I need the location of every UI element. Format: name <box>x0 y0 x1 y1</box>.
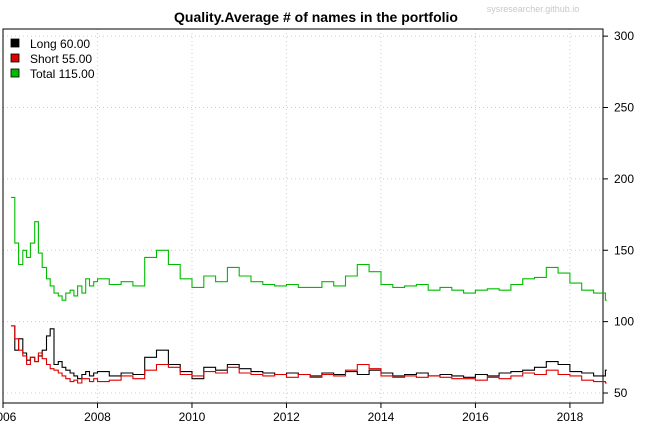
legend-swatch-long <box>10 38 20 48</box>
y-tick-label: 50 <box>614 386 628 400</box>
legend-label-total: Total 115.00 <box>30 67 95 81</box>
series-line-short <box>11 325 607 384</box>
y-tick-label: 300 <box>614 29 634 43</box>
series-line-long <box>11 325 607 380</box>
series-group <box>11 196 607 384</box>
x-tick-label: 2008 <box>84 410 111 424</box>
x-tick-label: 2006 <box>0 410 17 424</box>
chart-title: Quality.Average # of names in the portfo… <box>174 9 458 25</box>
y-tick-label: 150 <box>614 243 634 257</box>
legend-swatch-short <box>10 53 20 63</box>
y-tick-label: 100 <box>614 315 634 329</box>
watermark: sysresearcher.github.io <box>487 4 580 14</box>
y-axis: 50 100 150 200 250 300 <box>603 29 634 400</box>
plot-frame <box>2 28 604 404</box>
legend-label-short: Short 55.00 <box>30 52 92 66</box>
y-tick-label: 250 <box>614 101 634 115</box>
legend-swatch-total <box>10 68 20 78</box>
x-tick-label: 2010 <box>179 410 206 424</box>
legend-label-long: Long 60.00 <box>30 37 90 51</box>
x-axis: 2006 2008 2010 2012 2014 2016 2018 <box>0 403 584 424</box>
series-line-total <box>11 196 607 301</box>
y-tick-label: 200 <box>614 172 634 186</box>
x-tick-label: 2014 <box>368 410 395 424</box>
x-tick-label: 2012 <box>273 410 300 424</box>
x-tick-label: 2018 <box>557 410 584 424</box>
grid <box>2 29 603 403</box>
legend: Long 60.00 Short 55.00 Total 115.00 <box>10 37 95 81</box>
x-tick-label: 2016 <box>462 410 489 424</box>
